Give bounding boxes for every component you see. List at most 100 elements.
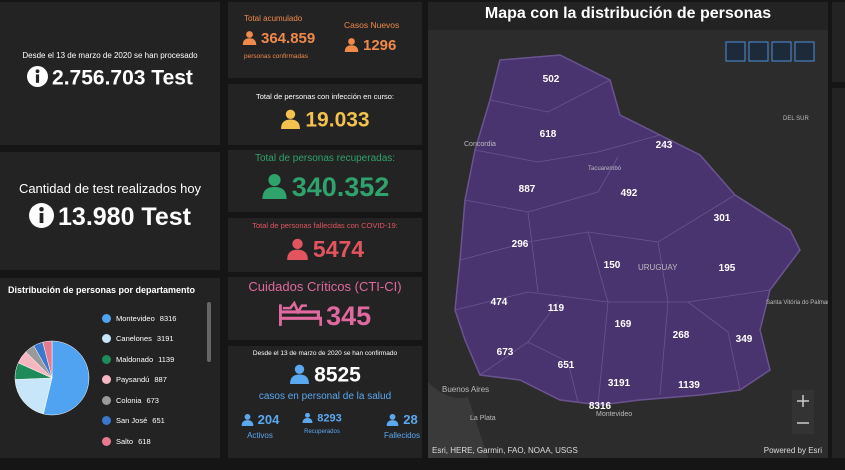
label: Total de personas con infección en curso… <box>256 92 394 101</box>
department-count: 119 <box>548 303 565 314</box>
side-panel <box>832 88 845 458</box>
department-count: 673 <box>497 347 514 358</box>
accumulated-panel: Total acumulado 364.859 personas confirm… <box>228 2 422 78</box>
department-count: 150 <box>604 260 621 271</box>
basemap-button[interactable] <box>794 41 815 62</box>
label: Total de personas recuperadas: <box>254 153 396 164</box>
health-value: 8293 <box>300 412 344 425</box>
department-count: 651 <box>558 360 575 371</box>
value-text: 13.980 Test <box>58 203 191 231</box>
legend-swatch <box>102 334 111 344</box>
person-icon <box>386 413 399 426</box>
map-panel: Mapa con la distribución de personas Esr… <box>428 2 828 458</box>
sub-label: casos en personal de la salud <box>258 391 392 402</box>
label: Casos Nuevos <box>344 20 400 30</box>
side-panel <box>832 2 845 82</box>
value: 340.352 <box>228 172 422 203</box>
distribution-panel: Distribución de personas por departament… <box>0 278 220 458</box>
department-count: 474 <box>491 297 508 308</box>
place-label: La Plata <box>470 415 496 422</box>
label: Desde el 13 de marzo de 2020 se han conf… <box>252 350 398 357</box>
legend-item: Maldonado 1139 <box>102 349 176 370</box>
legend-swatch <box>102 436 111 446</box>
place-label: Montevideo <box>596 411 632 418</box>
place-label: Concordia <box>464 141 496 148</box>
legend-swatch <box>102 416 111 426</box>
health-item: 28 Fallecidos <box>380 412 424 440</box>
map-title: Mapa con la distribución de personas <box>485 5 771 22</box>
label: Cantidad de test realizados hoy <box>18 181 202 196</box>
legend-value: 618 <box>138 436 151 446</box>
legend-label: Salto <box>116 436 134 446</box>
label: Cuidados Críticos (CTI-CI) <box>248 279 402 294</box>
legend-item: San José 651 <box>102 411 176 432</box>
value-text: 8525 <box>314 363 361 387</box>
health-value: 204 <box>238 412 282 427</box>
person-icon <box>344 37 359 52</box>
powered-by: Powered by Esri <box>764 446 822 455</box>
value-text: 345 <box>326 301 372 331</box>
person-icon <box>241 413 254 426</box>
department-count: 8316 <box>589 401 612 412</box>
person-icon <box>286 237 309 260</box>
legend-swatch <box>102 375 111 385</box>
pie-slice <box>43 340 90 416</box>
health-panel: Desde el 13 de marzo de 2020 se han conf… <box>228 346 422 458</box>
value-text: 2.756.703 Test <box>52 66 193 90</box>
legend-label: San José <box>116 416 148 426</box>
place-label: DEL SUR <box>783 116 809 122</box>
person-icon <box>302 412 313 423</box>
person-icon <box>242 30 257 45</box>
legend-value: 1139 <box>158 354 175 364</box>
map: Mapa con la distribución de personas Esr… <box>428 2 828 458</box>
department-count: 195 <box>719 263 736 274</box>
recovered-panel: Total de personas recuperadas: 340.352 <box>228 150 422 212</box>
department-count: 502 <box>543 74 560 85</box>
value: 2.756.703 Test <box>0 66 220 90</box>
health-value: 28 <box>380 412 424 427</box>
health-label: Recuperados <box>304 428 340 435</box>
map-buttons <box>725 41 815 434</box>
health-label: Fallecidos <box>383 431 420 440</box>
legend: Montevideo 8316 Canelones 3191 Maldonado 1139… <box>102 308 176 452</box>
legend-value: 651 <box>152 416 165 426</box>
pie-slice <box>42 340 53 379</box>
value-text: 19.033 <box>305 108 370 132</box>
department-count: 3191 <box>608 378 631 389</box>
health-item: 8293 Recuperados <box>300 412 344 435</box>
department-count: 349 <box>736 334 753 345</box>
bed-icon <box>279 301 322 328</box>
department-count: 1139 <box>678 380 700 391</box>
value: 19.033 <box>228 108 422 132</box>
info-icon <box>27 66 48 87</box>
legend-item: Colonia 673 <box>102 390 176 411</box>
scrollbar <box>207 302 211 362</box>
health-item: 204 Activos <box>238 412 282 440</box>
value: 1296 <box>344 37 396 54</box>
home-button[interactable] <box>725 41 746 62</box>
pie-chart <box>14 340 90 416</box>
department-borders <box>454 79 771 406</box>
legend-label: Maldonado <box>116 354 154 364</box>
legend-item: Salto 618 <box>102 431 176 452</box>
place-label: URUGUAY <box>638 263 678 272</box>
value-text: 340.352 <box>291 172 390 202</box>
legend-label: Canelones <box>116 334 152 344</box>
place-label: Santa Vitória do Palmar <box>766 300 828 306</box>
label: Desde el 13 de marzo de 2020 se han proc… <box>22 51 198 60</box>
legend-swatch <box>102 354 111 364</box>
info-icon <box>29 203 54 228</box>
attribution: Esri, HERE, Garmin, FAO, NOAA, USGS <box>432 446 578 455</box>
value: 5474 <box>228 236 422 263</box>
value: 13.980 Test <box>0 203 220 232</box>
legend-value: 3191 <box>156 334 174 344</box>
value-text: 5474 <box>312 236 365 262</box>
value: 345 <box>228 301 422 332</box>
legend-button[interactable] <box>748 41 769 62</box>
department-count: 243 <box>656 140 673 151</box>
legend-swatch <box>102 313 111 323</box>
health-value-text: 8293 <box>317 412 342 425</box>
person-icon <box>261 172 288 199</box>
layers-button[interactable] <box>771 41 792 62</box>
